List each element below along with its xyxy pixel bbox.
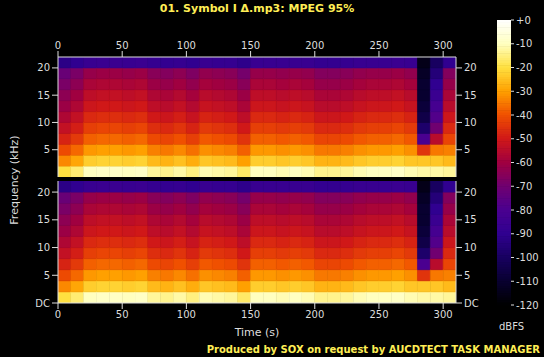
svg-text:250: 250 [369,40,388,51]
html-text:Frequency (kHz): Frequency (kHz) [7,135,21,225]
svg-text:100: 100 [177,40,196,51]
svg-text:150: 150 [241,40,260,51]
svg-text:-100: -100 [516,252,539,263]
svg-text:-60: -60 [516,157,532,168]
svg-text:250: 250 [369,309,388,320]
svg-text:DC: DC [464,298,479,309]
svg-text:15: 15 [37,214,50,225]
svg-text:10: 10 [464,117,477,128]
svg-text:15: 15 [464,90,477,101]
svg-text:-20: -20 [516,62,532,73]
svg-text:20: 20 [37,62,50,73]
svg-text:dBFS: dBFS [499,321,524,332]
svg-text:-110: -110 [516,276,539,287]
svg-text:DC: DC [35,298,50,309]
svg-text:10: 10 [37,117,50,128]
svg-text:15: 15 [37,90,50,101]
html-text:01. Symbol I Δ.mp3: MPEG 95%: 01. Symbol I Δ.mp3: MPEG 95% [159,2,355,15]
svg-text:200: 200 [305,309,324,320]
svg-text:20: 20 [464,187,477,198]
svg-text:100: 100 [177,309,196,320]
svg-text:5: 5 [44,144,50,155]
svg-text:300: 300 [434,309,453,320]
svg-text:-70: -70 [516,181,532,192]
svg-text:-120: -120 [516,300,539,311]
html-text:Time (s): Time (s) [234,326,280,339]
html-text:Produced by SOX on request by: Produced by SOX on request by AUCDTECT T… [206,344,540,355]
svg-text:-50: -50 [516,133,532,144]
svg-text:-80: -80 [516,205,532,216]
svg-text:5: 5 [44,270,50,281]
svg-text:0: 0 [55,40,61,51]
svg-text:50: 50 [116,40,129,51]
svg-text:10: 10 [464,242,477,253]
svg-text:-40: -40 [516,110,532,121]
svg-text:5: 5 [464,270,470,281]
svg-text:0: 0 [55,309,61,320]
svg-text:-90: -90 [516,228,532,239]
svg-text:200: 200 [305,40,324,51]
svg-text:150: 150 [241,309,260,320]
svg-text:15: 15 [464,214,477,225]
svg-text:-30: -30 [516,86,532,97]
svg-text:300: 300 [434,40,453,51]
svg-text:20: 20 [37,187,50,198]
svg-text:10: 10 [37,242,50,253]
svg-text:50: 50 [116,309,129,320]
svg-text:5: 5 [464,144,470,155]
svg-text:+0: +0 [516,15,531,26]
svg-text:20: 20 [464,62,477,73]
svg-text:-10: -10 [516,38,532,49]
